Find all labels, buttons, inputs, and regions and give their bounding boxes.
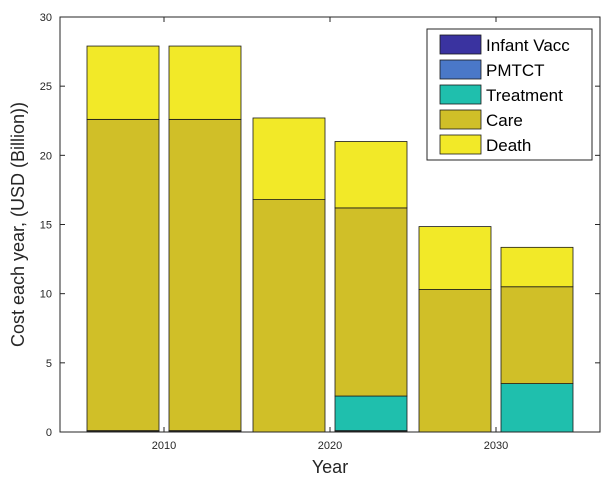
y-axis-title: Cost each year, (USD (Billion)) xyxy=(8,102,28,347)
bar-segment-death xyxy=(334,141,408,209)
legend-label: Care xyxy=(486,111,523,130)
bar-segment-care xyxy=(86,118,160,432)
legend-label: Treatment xyxy=(486,86,563,105)
y-tick-label: 15 xyxy=(40,220,52,232)
bar-segment-care xyxy=(500,286,574,384)
legend-swatch xyxy=(439,134,482,155)
x-tick-label: 2020 xyxy=(318,440,342,452)
legend-label: Death xyxy=(486,136,531,155)
bar-segment-death xyxy=(500,246,574,288)
axes-group: 0 5 10 15 20 25 30 2010 2020 2030 xyxy=(40,12,601,452)
bars-group xyxy=(86,45,574,433)
y-tick-label: 0 xyxy=(46,427,52,439)
bar-segment-care xyxy=(334,207,408,397)
bar-segment-treatment xyxy=(500,383,574,433)
legend-swatch xyxy=(439,34,482,55)
x-tick-label: 2010 xyxy=(152,440,176,452)
legend-label: PMTCT xyxy=(486,61,545,80)
y-tick-label: 10 xyxy=(40,289,52,301)
bar-segment-care xyxy=(252,199,326,433)
bar-segment-death xyxy=(252,117,326,200)
bar-segment-care xyxy=(168,118,242,432)
legend-swatch xyxy=(439,109,482,130)
legend-swatch xyxy=(439,84,482,105)
y-tick-label: 30 xyxy=(40,12,52,24)
y-tick-label: 5 xyxy=(46,358,52,370)
bar-segment-treatment xyxy=(334,395,408,432)
bar-segment-death xyxy=(86,45,160,120)
x-axis-title: Year xyxy=(312,457,348,477)
bar-segment-death xyxy=(418,226,492,290)
legend-swatch xyxy=(439,59,482,80)
y-tick-label: 25 xyxy=(40,81,52,93)
legend-label: Infant Vacc xyxy=(486,36,570,55)
x-tick-label: 2030 xyxy=(484,440,508,452)
bar-segment-care xyxy=(418,289,492,433)
bar-segment-death xyxy=(168,45,242,120)
legend: Infant Vacc PMTCT Treatment Care Death xyxy=(426,28,593,161)
y-tick-label: 20 xyxy=(40,150,52,162)
